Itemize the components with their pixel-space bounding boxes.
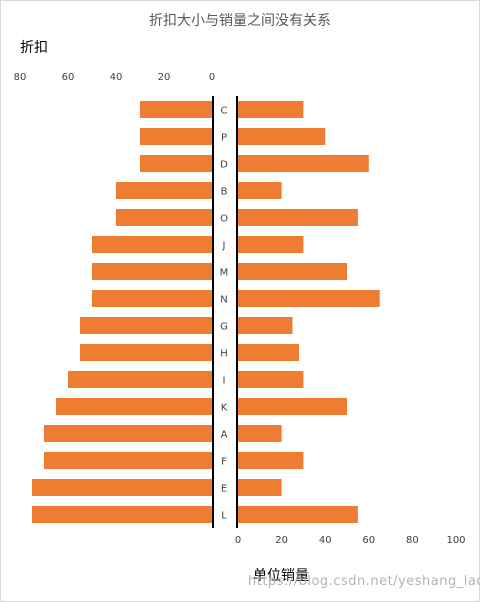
left-bar: [116, 182, 212, 199]
category-label: M: [220, 268, 229, 279]
right-bar: [238, 209, 358, 226]
right-tick-label: 80: [406, 535, 419, 546]
left-bar: [56, 398, 212, 415]
right-bar: [238, 398, 347, 415]
left-bar: [92, 263, 212, 280]
right-tick-label: 0: [235, 535, 241, 546]
left-bar: [44, 452, 212, 469]
right-bar: [238, 290, 380, 307]
category-label: J: [222, 241, 226, 252]
left-bar: [68, 371, 212, 388]
left-bar: [140, 101, 212, 118]
chart-title: 折扣大小与销量之间没有关系: [149, 13, 331, 29]
left-bar: [32, 479, 212, 496]
category-label: K: [221, 403, 228, 414]
left-bar: [44, 425, 212, 442]
category-label: N: [220, 295, 227, 306]
category-label: P: [221, 133, 227, 144]
category-label: L: [221, 511, 227, 522]
right-bar: [238, 506, 358, 523]
left-tick-label: 0: [209, 72, 215, 83]
right-bar: [238, 371, 304, 388]
left-bar: [116, 209, 212, 226]
category-label: O: [220, 214, 228, 225]
right-bar: [238, 182, 282, 199]
left-bar: [92, 236, 212, 253]
right-bar: [238, 452, 304, 469]
left-axis-label: 折扣: [20, 40, 48, 56]
right-bar: [238, 344, 300, 361]
right-bar: [238, 425, 282, 442]
right-tick-label: 60: [362, 535, 375, 546]
left-bar: [80, 317, 212, 334]
right-bar: [238, 128, 326, 145]
category-label: A: [221, 430, 228, 441]
right-bar: [238, 317, 293, 334]
category-label: F: [221, 457, 227, 468]
left-bar: [80, 344, 212, 361]
left-bar: [92, 290, 212, 307]
right-bar: [238, 155, 369, 172]
left-tick-label: 60: [62, 72, 75, 83]
right-bar: [238, 236, 304, 253]
category-label: B: [221, 187, 228, 198]
left-tick-label: 80: [14, 72, 27, 83]
left-bar: [140, 155, 212, 172]
left-bar: [32, 506, 212, 523]
left-bar: [140, 128, 212, 145]
right-axis-label: 单位销量: [253, 568, 309, 584]
left-tick-label: 40: [110, 72, 123, 83]
right-bar: [238, 101, 304, 118]
watermark: https://blog.csdn.net/yeshang_lady: [248, 574, 480, 589]
right-bar: [238, 263, 347, 280]
category-label: D: [220, 160, 228, 171]
right-tick-label: 40: [319, 535, 332, 546]
left-tick-label: 20: [158, 72, 171, 83]
right-bar: [238, 479, 282, 496]
right-tick-label: 100: [446, 535, 465, 546]
category-label: H: [220, 349, 228, 360]
category-label: I: [223, 376, 226, 387]
category-label: G: [220, 322, 228, 333]
right-tick-label: 20: [275, 535, 288, 546]
category-label: E: [221, 484, 227, 495]
category-label: C: [221, 106, 228, 117]
